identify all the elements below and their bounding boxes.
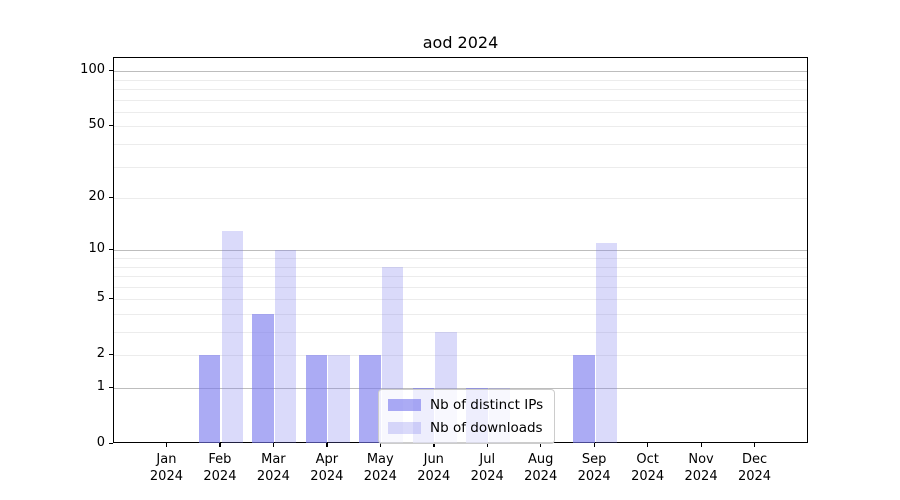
y-tick-label-5: 5 [96, 290, 105, 306]
gridline-major-10 [114, 250, 807, 252]
gridline-minor-90 [114, 79, 807, 81]
gridline-major-1 [114, 388, 807, 390]
gridline-minor-8 [114, 266, 807, 268]
gridline-minor-20 [114, 198, 807, 200]
y-tick-label-2: 2 [96, 346, 105, 362]
gridline-minor-80 [114, 89, 807, 91]
legend-swatch-downloads [388, 422, 421, 434]
y-tick-label-10: 10 [88, 241, 105, 257]
chart-title: aod 2024 [422, 33, 499, 52]
gridline-minor-60 [114, 111, 807, 113]
plot-area [113, 57, 808, 443]
x-tick-nov [700, 443, 702, 447]
x-tick-label-nov: Nov 2024 [684, 452, 718, 484]
y-tick-label-100: 100 [80, 62, 105, 78]
y-tick-100 [109, 69, 113, 72]
x-tick-jan [165, 443, 168, 447]
x-tick-label-dec: Dec 2024 [737, 452, 772, 484]
gridline-major-100 [114, 71, 807, 73]
y-tick-5 [109, 297, 113, 300]
bar-downloads-mar [274, 250, 297, 443]
legend-item-distinct-ips: Nb of distinct IPs [388, 397, 543, 413]
x-tick-may [379, 443, 382, 447]
x-tick-apr [326, 443, 328, 447]
y-tick-label-20: 20 [88, 189, 105, 205]
x-tick-label-jan: Jan 2024 [149, 452, 183, 484]
bar-distinct-ips-feb [198, 355, 221, 443]
gridline-minor-3 [114, 332, 807, 334]
legend: Nb of distinct IPs Nb of downloads [378, 389, 556, 444]
y-tick-20 [109, 196, 113, 198]
gridline-minor-6 [114, 286, 807, 288]
gridline-minor-40 [114, 144, 807, 146]
x-tick-sep [593, 443, 595, 447]
bar-distinct-ips-mar [252, 314, 274, 443]
x-tick-label-mar: Mar 2024 [256, 452, 290, 484]
y-tick-2 [109, 353, 113, 356]
gridline-minor-70 [114, 99, 807, 101]
bar-downloads-apr [328, 355, 350, 443]
y-tick-1 [109, 386, 113, 388]
gridline-minor-50 [114, 126, 807, 128]
x-tick-dec [754, 443, 756, 447]
x-tick-label-feb: Feb 2024 [203, 452, 237, 484]
legend-label-downloads: Nb of downloads [430, 420, 543, 436]
x-tick-label-may: May 2024 [363, 452, 397, 484]
x-tick-label-sep: Sep 2024 [577, 452, 611, 484]
x-tick-label-oct: Oct 2024 [631, 452, 665, 484]
y-tick-label-0: 0 [96, 435, 105, 450]
legend-label-distinct-ips: Nb of distinct IPs [430, 397, 544, 413]
gridline-minor-5 [114, 299, 807, 301]
x-tick-feb [219, 443, 221, 447]
x-tick-jun [433, 443, 435, 447]
y-tick-label-1: 1 [96, 379, 105, 395]
x-tick-label-jul: Jul 2024 [470, 452, 504, 484]
gridline-minor-9 [114, 258, 807, 260]
y-tick-0 [109, 442, 113, 444]
x-tick-oct [647, 443, 649, 447]
x-tick-label-apr: Apr 2024 [310, 452, 344, 484]
bar-downloads-sep [595, 243, 618, 443]
legend-swatch-distinct-ips [388, 399, 421, 411]
y-tick-50 [109, 124, 113, 127]
gridline-minor-7 [114, 276, 807, 278]
y-tick-10 [109, 248, 113, 251]
gridline-minor-4 [114, 314, 807, 315]
gridline-minor-30 [114, 166, 807, 168]
bar-distinct-ips-may [359, 355, 381, 443]
gridline-minor-2 [114, 355, 807, 357]
bar-distinct-ips-apr [305, 355, 328, 443]
x-tick-mar [272, 443, 275, 447]
x-tick-label-aug: Aug 2024 [524, 452, 558, 484]
x-tick-label-jun: Jun 2024 [417, 452, 451, 484]
legend-item-downloads: Nb of downloads [388, 420, 543, 436]
bar-distinct-ips-sep [573, 355, 595, 443]
x-tick-jul [486, 443, 489, 447]
bar-downloads-feb [221, 230, 243, 443]
x-tick-aug [540, 443, 542, 447]
y-tick-label-50: 50 [88, 117, 105, 133]
